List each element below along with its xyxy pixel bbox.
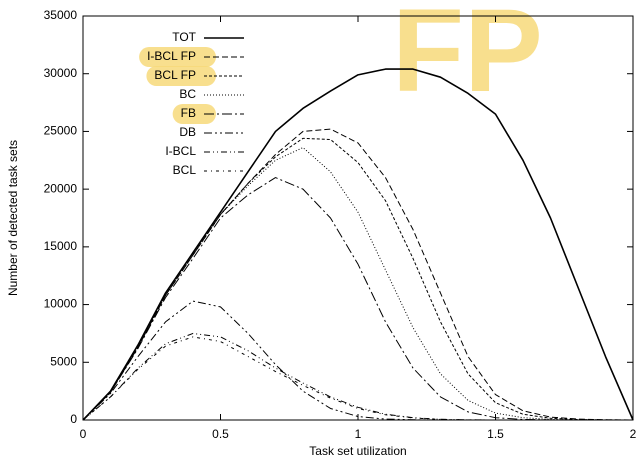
series-line (82, 128, 634, 421)
legend-label: BCL FP (154, 68, 196, 82)
legend-highlight (146, 66, 216, 86)
x-axis-label: Task set utilization (309, 444, 406, 458)
y-axis-label: Number of detected task sets (6, 140, 20, 296)
legend-label: DB (179, 125, 196, 139)
x-tick-label: 1 (355, 427, 362, 441)
legend-highlight (139, 47, 216, 67)
x-tick-label: 1.5 (487, 427, 504, 441)
series-line (82, 332, 633, 421)
legend-highlights (139, 47, 216, 124)
y-tick-label: 25000 (44, 124, 78, 138)
legend-label: TOT (172, 30, 196, 44)
series-line (82, 68, 634, 421)
y-tick-label: 20000 (44, 181, 78, 195)
y-tick-label: 15000 (44, 239, 78, 253)
legend-label: I-BCL (165, 144, 196, 158)
series-line (82, 177, 633, 421)
series-line (82, 137, 634, 421)
y-tick-label: 35000 (44, 8, 78, 22)
x-tick-label: 0 (80, 427, 87, 441)
y-tick-label: 5000 (50, 354, 77, 368)
legend-label: I-BCL FP (147, 49, 196, 63)
x-tick-label: 2 (630, 427, 637, 441)
series-line (82, 147, 633, 421)
y-tick-label: 10000 (44, 297, 78, 311)
legend-label: FB (181, 106, 196, 120)
annotation: FP (392, 0, 543, 117)
y-tick-label: 0 (70, 412, 77, 426)
legend-highlight (172, 104, 216, 124)
series-line (82, 336, 633, 421)
legend-label: BC (179, 87, 196, 101)
x-tick-label: 0.5 (212, 427, 229, 441)
legend-label: BCL (173, 163, 197, 177)
y-tick-label: 30000 (44, 66, 78, 80)
series-line (82, 300, 633, 421)
